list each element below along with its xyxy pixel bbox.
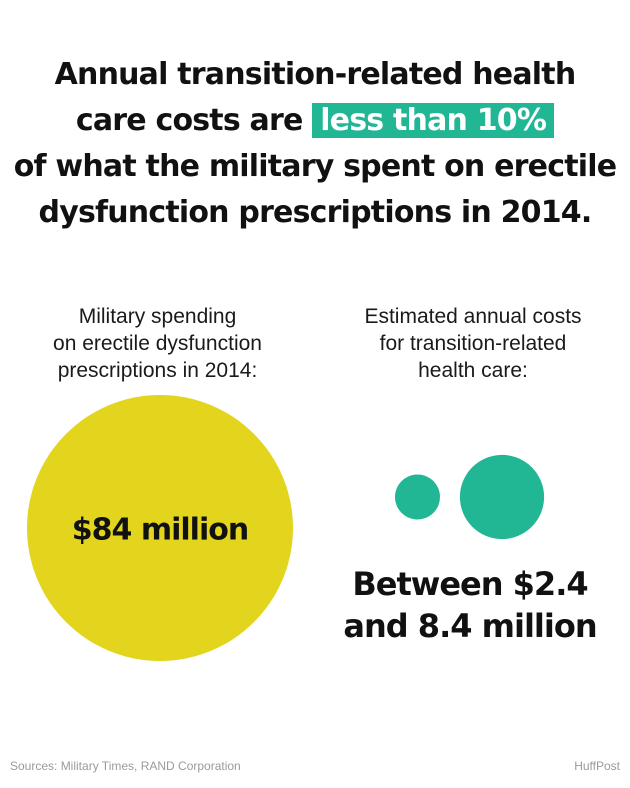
right-label-line-3: health care: xyxy=(418,359,528,382)
headline-highlight: less than 10% xyxy=(312,103,555,138)
right-label-line-1: Estimated annual costs xyxy=(364,305,582,328)
sources-text: Sources: Military Times, RAND Corporatio… xyxy=(10,759,241,773)
right-panel-value: Between $2.4 and 8.4 million xyxy=(330,563,610,647)
headline-line-1: Annual transition-related health xyxy=(54,57,577,92)
headline-line-2: care costs are less than 10% xyxy=(0,98,630,144)
left-label-line-1: Military spending xyxy=(78,305,237,328)
left-panel-label: Military spending on erectile dysfunctio… xyxy=(20,303,295,384)
left-label-line-3: prescriptions in 2014: xyxy=(57,359,258,382)
bubble-84-million xyxy=(27,395,293,661)
headline: Annual transition-related health care co… xyxy=(0,52,630,236)
left-label-line-2: on erectile dysfunction xyxy=(53,332,262,355)
right-label-line-2: for transition-related xyxy=(379,332,567,355)
right-value-line-1: Between $2.4 xyxy=(352,565,588,603)
headline-line-4: dysfunction prescriptions in 2014. xyxy=(38,195,593,230)
bubble-2-4-million xyxy=(395,474,440,520)
headline-line-3: of what the military spent on erectile xyxy=(13,149,617,184)
big-bubble-value-label: $84 million xyxy=(72,513,248,548)
headline-line-2-prefix: care costs are xyxy=(75,103,304,138)
brand-logo-text: HuffPost xyxy=(574,759,620,773)
right-value-line-2: and 8.4 million xyxy=(343,607,597,645)
bubble-8-4-million xyxy=(459,454,545,540)
right-panel-label: Estimated annual costs for transition-re… xyxy=(328,303,618,384)
